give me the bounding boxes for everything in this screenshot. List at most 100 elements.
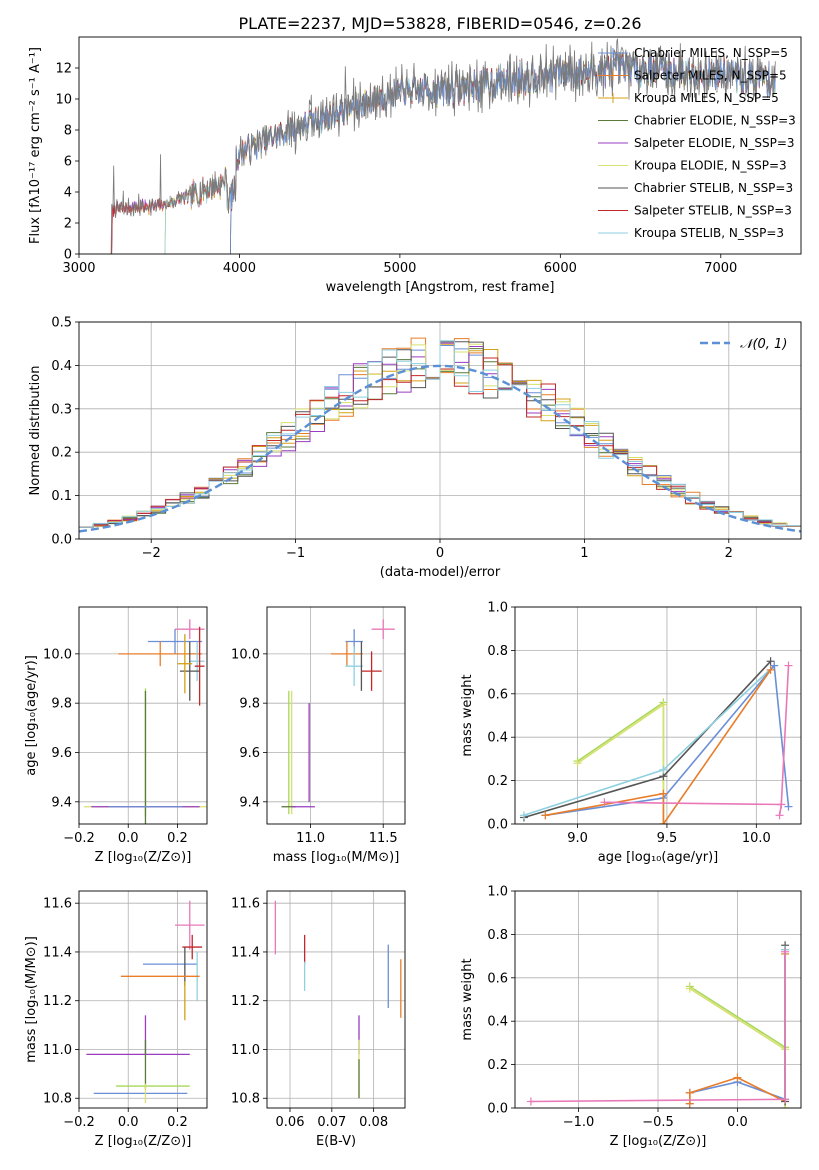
x-tick-label: 2 <box>725 546 733 561</box>
x-tick-label: 9.5 <box>657 831 678 846</box>
errorbar-point <box>179 641 200 701</box>
data-spectrum <box>110 38 776 254</box>
chart-mass_vs_ebv: 0.06 0.07 0.08 10.8 11.0 11.2 11.4 11.6 E(B-V) <box>231 890 406 1149</box>
x-tick-label: 9.0 <box>567 831 588 846</box>
weight-series <box>545 663 790 817</box>
y-tick-label: 10.8 <box>231 1092 260 1107</box>
x-tick-label: 1 <box>580 546 588 561</box>
x-tick-label: 6000 <box>544 261 577 276</box>
y-tick-label: 12 <box>55 62 72 77</box>
y-tick-label: 10.8 <box>43 1092 72 1107</box>
legend-label: Kroupa STELIB, N_SSP=3 <box>634 226 784 240</box>
weight-marker <box>685 1099 694 1108</box>
legend-label: Salpeter ELODIE, N_SSP=3 <box>634 136 795 150</box>
y-tick-label: 10.0 <box>43 647 72 662</box>
weight-series <box>523 665 775 817</box>
y-tick-label: 1.0 <box>487 885 508 900</box>
errorbar-point <box>345 646 363 686</box>
plot-area <box>110 38 776 254</box>
y-tick-label: 9.8 <box>51 697 72 712</box>
y-tick-label: 9.6 <box>239 746 260 761</box>
weight-marker <box>781 1095 790 1104</box>
weight-marker <box>777 800 786 809</box>
x-tick-label: 0.2 <box>167 1115 188 1130</box>
y-tick-label: 0.8 <box>487 644 508 659</box>
x-tick-label: −1 <box>286 546 305 561</box>
legend-label: Kroupa ELODIE, N_SSP=3 <box>634 159 787 173</box>
y-tick-label: 0.4 <box>487 1015 508 1030</box>
weight-marker <box>659 700 668 709</box>
x-tick-label: 11.5 <box>369 831 398 846</box>
y-tick-label: 4 <box>64 186 72 201</box>
weight-marker <box>781 947 790 956</box>
errorbar-point <box>175 900 205 950</box>
x-tick-label: 3000 <box>62 261 95 276</box>
y-tick-label: 9.8 <box>239 697 260 712</box>
y-tick-label: 9.6 <box>51 746 72 761</box>
y-tick-label: 11.6 <box>43 897 72 912</box>
y-tick-label: 10.0 <box>231 647 260 662</box>
x-tick-label: 11.0 <box>296 831 325 846</box>
normal-curve <box>79 364 801 533</box>
x-axis-label: wavelength [Angstrom, rest frame] <box>326 280 555 295</box>
weight-marker <box>685 984 694 993</box>
y-tick-label: 11.0 <box>43 1043 72 1058</box>
chart-age_vs_Z: −0.2 0.0 0.2 9.4 9.6 9.8 10.0 Z [log₁₀(Z/Z⊙)] ag… <box>24 606 208 865</box>
axes-frame <box>514 890 802 1109</box>
y-tick-label: 11.2 <box>43 994 72 1009</box>
legend: 𝒩(0, 1) <box>700 337 787 352</box>
y-tick-label: 11.6 <box>231 897 260 912</box>
y-axis-label: mass weight <box>460 958 475 1040</box>
axes-frame <box>78 36 802 255</box>
weight-marker <box>770 661 779 670</box>
errorbar-point <box>118 641 203 667</box>
errorbar-point <box>194 626 205 706</box>
weight-marker <box>519 811 528 820</box>
axes-frame <box>78 606 208 825</box>
y-tick-label: 0.2 <box>487 774 508 789</box>
y-tick-label: 9.4 <box>239 795 260 810</box>
weight-marker <box>659 820 668 824</box>
chart-residuals: −2 −1 0 1 2 0.0 0.1 0.2 0.3 0.4 0.5 (data-model)/er… <box>28 316 802 580</box>
x-axis-label: mass [log₁₀(M/M⊙)] <box>273 850 400 865</box>
weight-marker <box>685 1088 694 1097</box>
legend-label: Chabrier MILES, N_SSP=5 <box>634 46 788 60</box>
x-axis-label: age [log₁₀(age/yr)] <box>598 850 719 865</box>
y-axis-label: age [log₁₀(age/yr)] <box>24 655 39 776</box>
y-tick-label: 0.2 <box>51 446 72 461</box>
weight-marker <box>784 661 793 670</box>
axes-frame <box>514 606 802 825</box>
y-tick-label: 1.0 <box>487 601 508 616</box>
y-tick-label: 11.2 <box>231 994 260 1009</box>
y-axis-label: mass [log₁₀(M/M⊙)] <box>24 936 39 1063</box>
y-tick-label: 0.0 <box>51 533 72 548</box>
x-tick-label: 0.07 <box>317 1115 346 1130</box>
y-tick-label: 6 <box>64 155 72 170</box>
legend-label: Salpeter STELIB, N_SSP=3 <box>634 204 792 218</box>
legend-label: Kroupa MILES, N_SSP=5 <box>634 91 779 105</box>
weight-marker <box>733 1073 742 1082</box>
y-tick-label: 8 <box>64 124 72 139</box>
y-tick-label: 0.5 <box>51 316 72 331</box>
y-tick-label: 0.3 <box>51 402 72 417</box>
y-tick-label: 0.2 <box>487 1058 508 1073</box>
axes-frame <box>78 321 802 540</box>
errorbar-point <box>361 651 382 691</box>
x-tick-label: 0.0 <box>118 831 139 846</box>
x-tick-label: 4000 <box>223 261 256 276</box>
x-axis-label: Z [log₁₀(Z/Z⊙)] <box>95 1134 192 1149</box>
x-tick-label: 0.0 <box>118 1115 139 1130</box>
x-tick-label: 5000 <box>383 261 416 276</box>
chart-mass_weight_vs_age: 9.0 9.5 10.0 0.0 0.2 0.4 0.6 0.8 1.0 age [log₁₀(a… <box>460 601 802 865</box>
y-tick-label: 11.4 <box>231 945 260 960</box>
y-axis-label: Flux [fλ10⁻¹⁷ erg cm⁻² s⁻¹ A⁻¹] <box>28 47 43 244</box>
weight-marker <box>659 789 668 798</box>
x-tick-label: 10.0 <box>742 831 771 846</box>
histogram-series <box>79 340 801 528</box>
x-axis-label: E(B-V) <box>316 1134 356 1149</box>
x-tick-label: 0.06 <box>276 1115 305 1130</box>
x-tick-label: −1.0 <box>563 1115 595 1130</box>
y-tick-label: 0.6 <box>487 687 508 702</box>
weight-series <box>577 700 665 824</box>
plot-area <box>526 941 790 1108</box>
